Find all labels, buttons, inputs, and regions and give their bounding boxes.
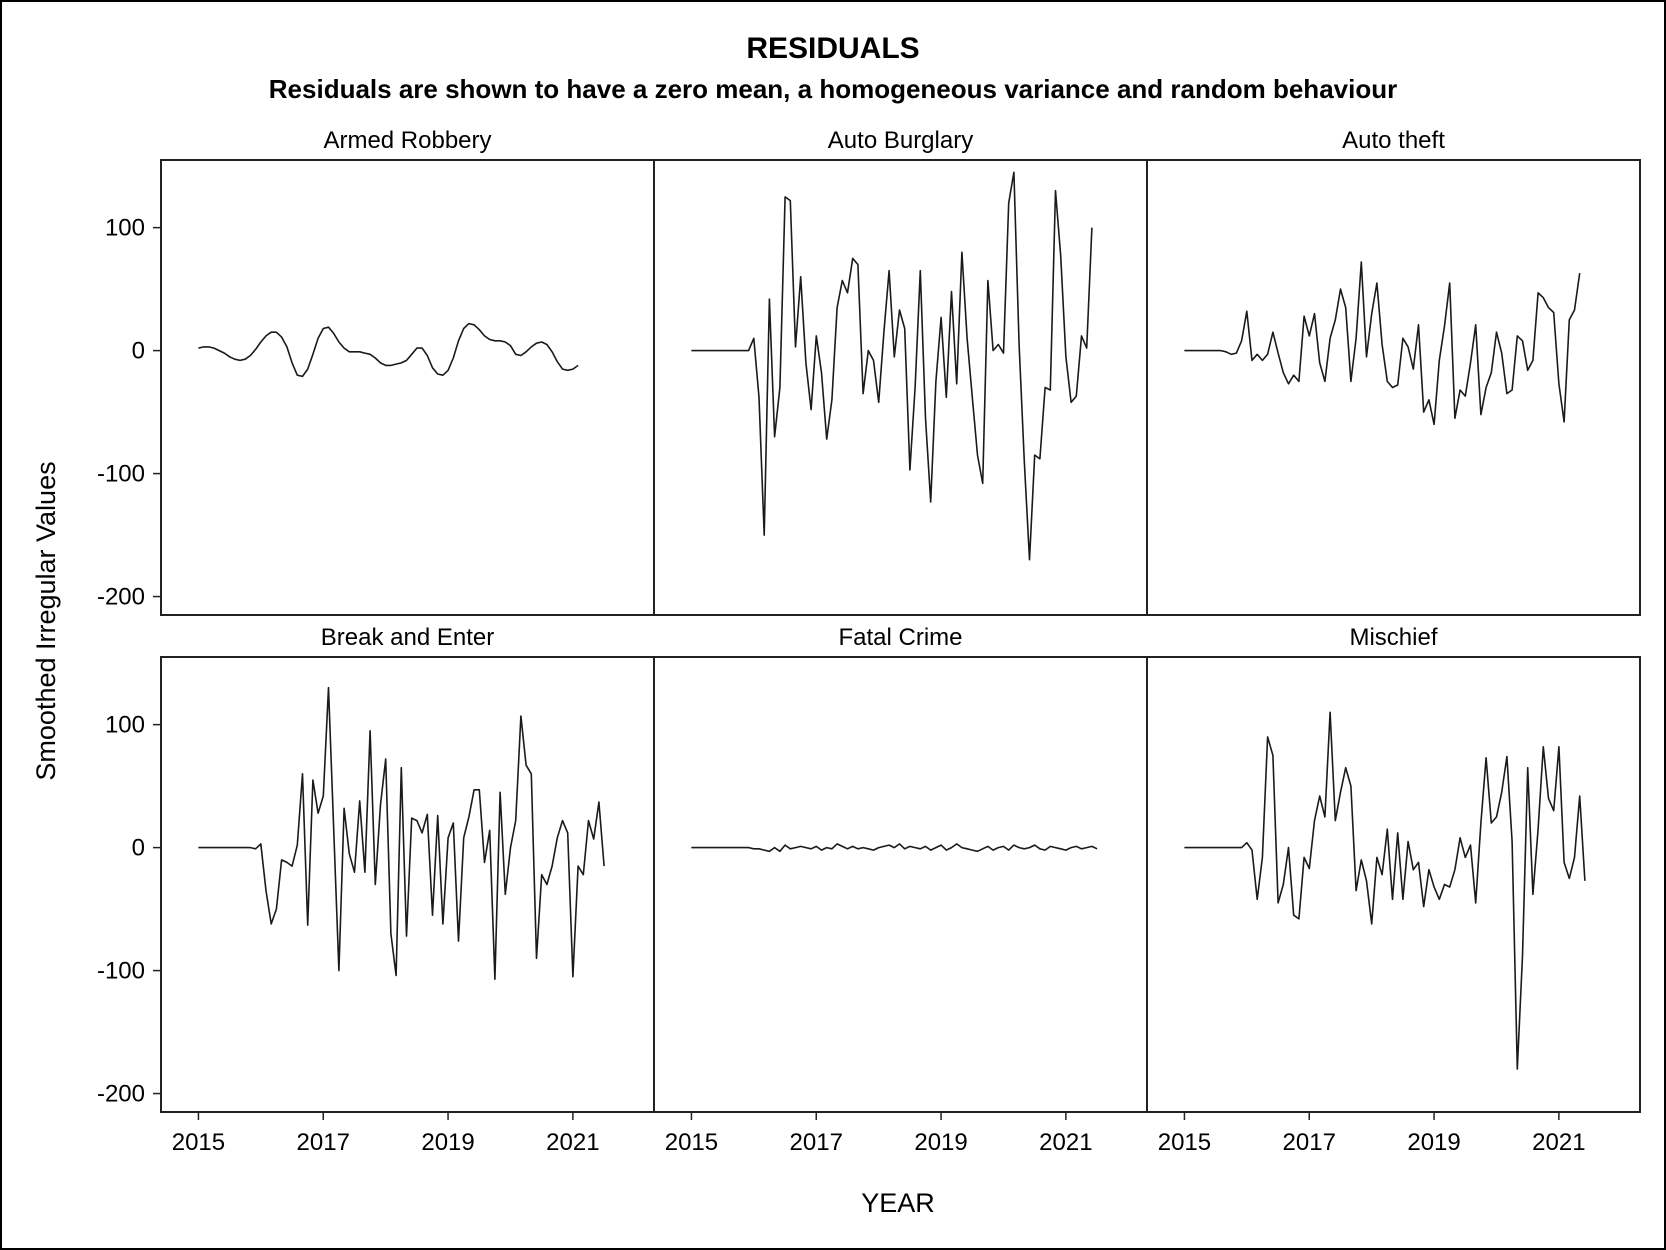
y-axis-label: Smoothed Irregular Values — [31, 461, 61, 780]
panel-fatal-crime: Fatal Crime 2015 2017 2019 2021 — [653, 624, 1148, 1156]
panel-auto-theft: Auto theft — [1146, 127, 1641, 616]
panel-grid: Armed Robbery 100 0 -100 -200 Auto Burglary Au… — [97, 127, 1641, 1156]
y-tick-label: -100 — [97, 958, 145, 985]
y-tick-label: 100 — [105, 712, 145, 739]
series-line — [691, 171, 1093, 561]
panel-break-and-enter: Break and Enter 100 0 -100 -200 2015 2017 2019 2… — [97, 624, 655, 1156]
panel-title: Armed Robbery — [323, 127, 491, 154]
panel-frame — [1146, 159, 1641, 616]
x-tick-label: 2021 — [546, 1129, 599, 1156]
panel-armed-robbery: Armed Robbery 100 0 -100 -200 — [97, 127, 655, 616]
panel-title: Break and Enter — [321, 624, 494, 651]
panel-frame — [160, 656, 655, 1113]
series-line — [1184, 711, 1586, 1070]
x-tick-label: 2021 — [1532, 1129, 1585, 1156]
series-line — [198, 322, 579, 378]
y-tick-label: 0 — [132, 338, 145, 365]
panel-auto-burglary: Auto Burglary — [653, 127, 1148, 616]
panel-frame — [653, 656, 1148, 1113]
x-tick-label: 2021 — [1039, 1129, 1092, 1156]
y-tick-label: 100 — [105, 215, 145, 242]
panel-title: Auto Burglary — [828, 127, 973, 154]
x-tick-label: 2017 — [790, 1129, 843, 1156]
panel-frame — [1146, 656, 1641, 1113]
y-tick-label: 0 — [132, 835, 145, 862]
x-tick-label: 2019 — [914, 1129, 967, 1156]
y-tick-label: -200 — [97, 1081, 145, 1108]
x-tick-label: 2017 — [297, 1129, 350, 1156]
x-tick-label: 2015 — [172, 1129, 225, 1156]
panel-title: Auto theft — [1342, 127, 1445, 154]
y-tick-label: -100 — [97, 461, 145, 488]
series-line — [1184, 261, 1581, 426]
series-line — [691, 843, 1098, 853]
x-tick-label: 2015 — [665, 1129, 718, 1156]
series-line — [198, 686, 605, 981]
panel-frame — [160, 159, 655, 616]
panel-mischief: Mischief 2015 2017 2019 2021 — [1146, 624, 1641, 1156]
panel-title: Mischief — [1349, 624, 1437, 651]
chart-subtitle: Residuals are shown to have a zero mean,… — [269, 74, 1397, 104]
chart-title: RESIDUALS — [746, 32, 919, 65]
x-tick-label: 2019 — [1407, 1129, 1460, 1156]
y-tick-label: -200 — [97, 584, 145, 611]
x-tick-label: 2019 — [421, 1129, 474, 1156]
x-axis-label: YEAR — [861, 1188, 935, 1218]
panel-frame — [653, 159, 1148, 616]
x-tick-label: 2017 — [1283, 1129, 1336, 1156]
panel-title: Fatal Crime — [838, 624, 962, 651]
x-tick-label: 2015 — [1158, 1129, 1211, 1156]
